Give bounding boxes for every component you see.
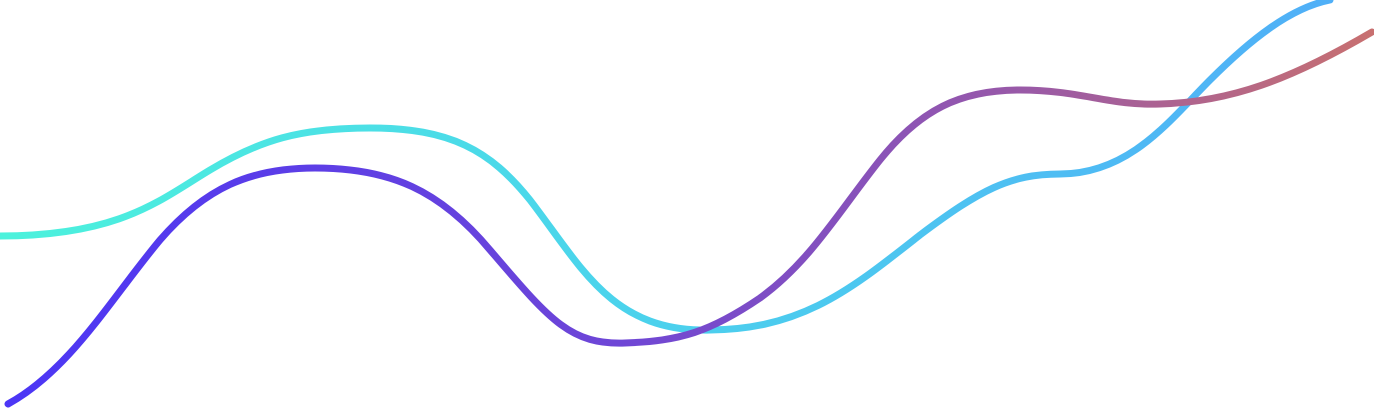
violet-wave-line (8, 32, 1372, 404)
cyan-wave-line (0, 0, 1330, 330)
